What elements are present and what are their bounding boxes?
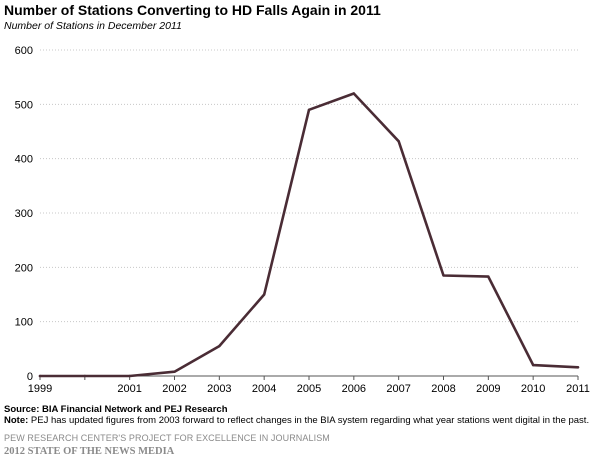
data-point-1999 bbox=[38, 374, 42, 378]
data-point-2008 bbox=[442, 274, 445, 277]
x-tick-label-2008: 2008 bbox=[431, 383, 455, 395]
x-tick-label-2001: 2001 bbox=[117, 383, 141, 395]
x-tick-label-2011: 2011 bbox=[566, 383, 590, 395]
data-point-2000 bbox=[83, 374, 87, 378]
chart-title: Number of Stations Converting to HD Fall… bbox=[4, 2, 381, 18]
source-note: Source: BIA Financial Network and PEJ Re… bbox=[4, 404, 228, 415]
data-point-2009 bbox=[487, 275, 490, 278]
organization-credit: PEW RESEARCH CENTER'S PROJECT FOR EXCELL… bbox=[4, 433, 330, 443]
data-point-2004 bbox=[262, 293, 266, 296]
x-tick-label-2005: 2005 bbox=[297, 383, 321, 395]
data-point-2002 bbox=[173, 370, 176, 373]
x-tick-label-2007: 2007 bbox=[386, 383, 410, 395]
report-credit: 2012 STATE OF THE NEWS MEDIA bbox=[4, 446, 175, 457]
x-tick-label-2002: 2002 bbox=[162, 383, 186, 395]
series-line-0 bbox=[38, 92, 580, 378]
y-tick-label-200: 200 bbox=[15, 262, 33, 274]
y-tick-label-100: 100 bbox=[15, 317, 33, 329]
data-point-2006 bbox=[352, 92, 356, 95]
x-tick-label-1999: 1999 bbox=[28, 383, 52, 395]
data-point-2005 bbox=[307, 108, 311, 111]
data-point-2011 bbox=[576, 366, 580, 369]
line-chart: 0 100 200 300 400 500 600 1999 2001 2002 2003 2004… bbox=[15, 45, 590, 395]
x-tick-label-2010: 2010 bbox=[521, 383, 545, 395]
x-tick-label-2003: 2003 bbox=[207, 383, 231, 395]
y-tick-label-300: 300 bbox=[15, 208, 33, 220]
y-tick-label-400: 400 bbox=[15, 154, 33, 166]
x-tick-label-2004: 2004 bbox=[252, 383, 276, 395]
x-tick-label-2006: 2006 bbox=[342, 383, 366, 395]
data-point-2007 bbox=[397, 140, 400, 143]
data-note: Note: PEJ has updated figures from 2003 … bbox=[4, 415, 589, 426]
data-point-2003 bbox=[218, 344, 221, 348]
x-tick-label-2009: 2009 bbox=[476, 383, 500, 395]
note-label: Note: bbox=[4, 415, 29, 426]
note-text: PEJ has updated figures from 2003 forwar… bbox=[28, 415, 590, 426]
data-point-2001 bbox=[128, 374, 131, 378]
y-tick-label-600: 600 bbox=[15, 45, 33, 57]
y-tick-label-0: 0 bbox=[27, 371, 33, 383]
y-tick-label-500: 500 bbox=[15, 99, 33, 111]
chart-subtitle: Number of Stations in December 2011 bbox=[4, 20, 182, 32]
data-point-2010 bbox=[531, 363, 535, 367]
